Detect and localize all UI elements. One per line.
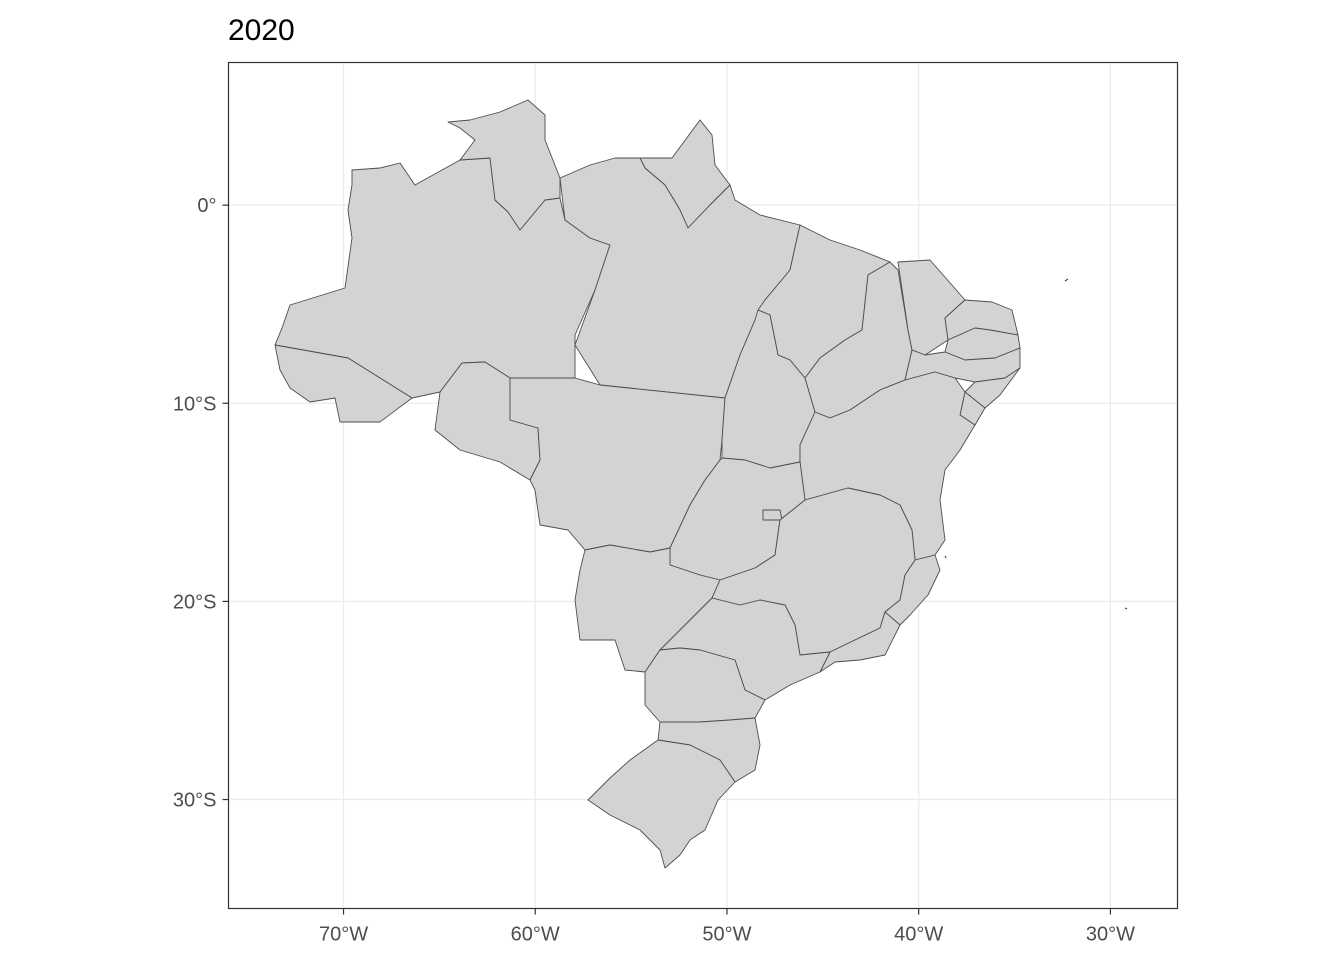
brazil-states xyxy=(274,99,1021,869)
y-tick-label: 0° xyxy=(197,195,216,217)
y-tick-label: 30°S xyxy=(173,790,217,812)
x-tick-label: 50°W xyxy=(702,924,751,946)
x-tick-label: 70°W xyxy=(319,924,368,946)
x-tick-label: 40°W xyxy=(894,924,943,946)
x-tick-label: 60°W xyxy=(511,924,560,946)
x-axis: 70°W 60°W 50°W 40°W 30°W xyxy=(319,908,1135,946)
y-tick-label: 10°S xyxy=(173,393,217,415)
y-tick-label: 20°S xyxy=(173,591,217,613)
offshore-islands xyxy=(944,278,1128,610)
island-abrolhos xyxy=(944,555,947,559)
state-distrito-federal xyxy=(762,509,783,521)
state-rio-de-janeiro xyxy=(819,611,901,673)
island-fernando-de-noronha xyxy=(1064,278,1069,282)
state-roraima xyxy=(447,99,561,231)
map-title: 2020 xyxy=(228,14,295,47)
panel-border xyxy=(227,61,1179,910)
island-trindade xyxy=(1124,607,1128,610)
state-acre xyxy=(274,344,413,423)
state-rio-grande-do-sul xyxy=(587,739,736,869)
x-tick-label: 30°W xyxy=(1086,924,1135,946)
state-espirito-santo xyxy=(884,554,941,626)
y-axis: 0° 10°S 20°S 30°S xyxy=(173,195,229,812)
